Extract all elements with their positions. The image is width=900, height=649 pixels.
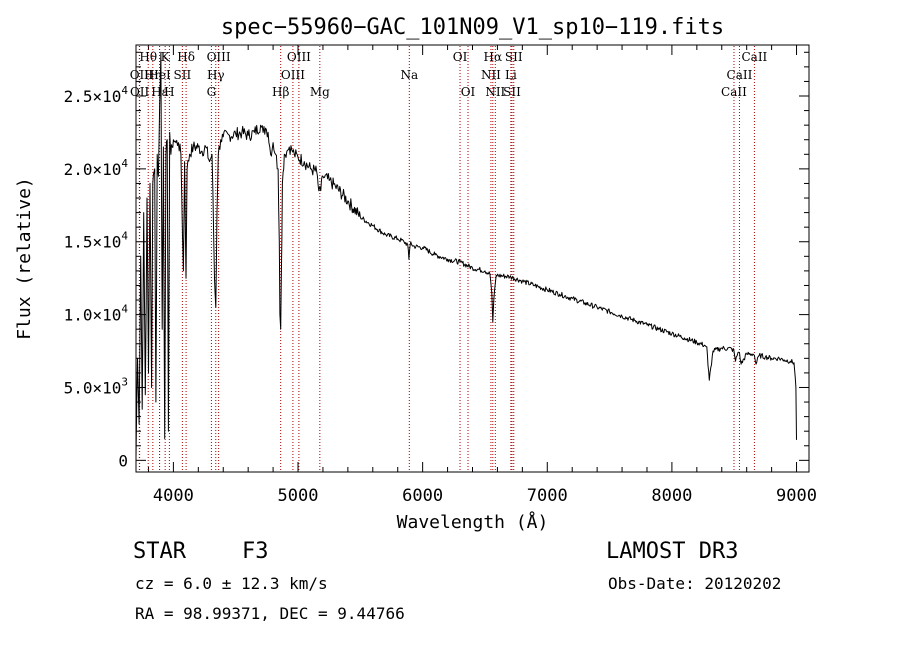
spectral-line-label: OI [461,85,476,99]
y-tick-label: 2.0×104 [64,157,129,179]
spectral-line-label: Hβ [272,85,289,99]
object-subclass: F3 [242,539,269,564]
spectral-line-label: OIII [287,50,311,64]
x-tick-label: 8000 [651,486,692,506]
spectral-line-label: Na [400,68,418,82]
spectral-line-label: OIII [281,68,305,82]
spectral-line-label: Hγ [207,68,225,82]
spectral-line-label: Mg [310,85,330,99]
coordinates-label: RA = 98.99371, DEC = 9.44766 [135,604,405,623]
y-tick-label: 1.5×104 [64,230,129,252]
y-axis-label: Flux (relative) [14,177,35,340]
spectral-line-label: Li [505,68,517,82]
object-class: STAR [133,539,186,564]
x-tick-label: 5000 [278,486,319,506]
x-tick-label: 4000 [153,486,194,506]
spectral-line-label: G [207,85,217,99]
plot-frame [135,44,810,473]
x-tick-label: 7000 [527,486,568,506]
x-axis-label: Wavelength (Å) [397,511,549,533]
x-tick-label: 6000 [402,486,443,506]
spectral-line-label: K [161,50,171,64]
y-tick-label: 5.0×103 [64,375,128,397]
chart-title: spec−55960−GAC_101N09_V1_sp10−119.fits [221,15,724,40]
x-tick-label: 9000 [776,486,817,506]
spectral-line-label: OII [130,85,150,99]
redshift-label: cz = 6.0 ± 12.3 km/s [135,574,328,593]
spectrum-line [135,51,797,458]
spectral-line-label: OIII [207,50,231,64]
spectral-line-label: OII [130,68,150,82]
y-tick-label: 0 [118,451,128,470]
y-tick-label: 2.5×104 [64,84,129,106]
spectral-line-label: Hθ [139,50,157,64]
survey-label: LAMOST DR3 [606,539,739,564]
spectral-line-label: SII [503,85,521,99]
spectral-line-label: CaII [721,85,747,99]
spectral-line-label: OI [453,50,468,64]
spectral-line-label: SII [174,68,192,82]
spectral-line-label: Hα [484,50,503,64]
y-tick-label: 1.0×104 [64,303,129,325]
spectral-line-label: Hδ [177,50,195,64]
spectral-line-label: CaII [741,50,767,64]
spectral-line-label: NII [485,85,505,99]
spectral-line-label: HeI [148,68,171,82]
spectral-line-label: CaII [727,68,753,82]
spectral-line-label: NII [481,68,501,82]
obs-date-label: Obs-Date: 20120202 [608,574,782,593]
spectral-line-label: H [164,85,174,99]
spectral-line-label: Hη [144,68,162,82]
spectral-line-label: SII [505,50,523,64]
